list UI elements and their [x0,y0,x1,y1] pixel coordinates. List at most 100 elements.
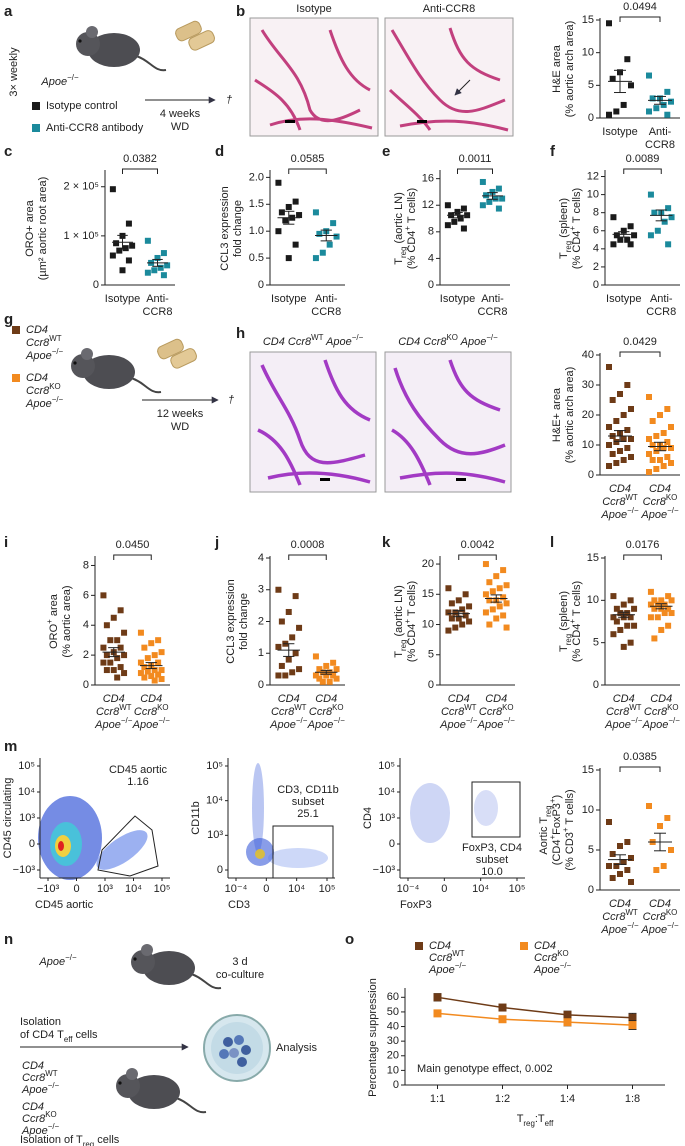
text-run: CCR8 [645,139,675,151]
data-point [653,105,660,112]
label: Ccr8KO [22,1110,57,1125]
data-point [151,667,158,674]
text-run: CD4 [649,483,671,495]
culture-dish [203,1014,271,1082]
legend-label: Apoe−/− [25,395,64,410]
text-run: + [403,619,412,624]
text-run: ORO [48,623,60,649]
y-axis-label: Treg (spleen) [558,591,573,652]
panel-letter: k [382,534,391,551]
x-tick-label: 1:4 [560,1093,575,1105]
data-point [653,867,660,873]
text-run: −/− [668,716,680,725]
data-point [448,600,455,607]
text-run: Anti- [650,293,673,305]
x-tick-label: 0 [263,883,269,895]
y-tick-label: 0 [593,679,599,691]
data-point [498,1015,507,1024]
mouse [130,943,222,990]
data-point [155,637,162,644]
y-tick-label: 5 [428,649,434,661]
y-axis-label: ORO+ area [24,199,36,256]
data-point [296,212,303,219]
text-run: Percentage suppression [367,978,379,1097]
data-point [628,1013,637,1022]
data-point [125,220,132,227]
x-tick-label: 10⁴ [125,883,142,895]
density-blob [96,830,148,870]
y-tick-label: 3 [258,584,264,596]
y-axis-label: (% CD4+ T cells) [568,581,583,662]
text-run: −/− [121,716,133,725]
data-point [110,667,117,674]
y-tick-label: 0 [258,679,264,691]
y-tick-label: 1 [258,647,264,659]
text-run: Isolation of T [20,1134,83,1146]
text-run: reg [399,247,408,258]
y-tick-label: 0 [428,679,434,691]
y-axis-label: (% CD3+ T cells) [561,789,576,870]
y-tick-label: 30 [582,379,594,391]
category-label: CD4 [609,898,631,910]
data-point [657,412,663,418]
text-run: Apoe [439,719,466,731]
category-label: CD4 [650,693,672,705]
text-run: CCR8 [478,306,508,318]
y-tick-label: 20 [422,558,434,570]
data-point [330,672,337,679]
panel-letter: m [4,738,17,755]
text-run: Isotype [606,293,641,305]
text-run: (% CD4 [406,624,418,663]
y-axis-label: (% CD4+ T cells) [403,581,418,662]
category-label: Apoe−/− [94,716,133,731]
data-point [100,592,107,599]
data-point [292,593,299,600]
legend-label: Apoe−/− [25,347,64,362]
rotated-label: Treg (spleen)(% CD4+ T cells) [558,188,583,269]
gate [471,781,521,838]
data-point [158,676,165,683]
text-run: Isolation [20,1016,61,1028]
text-run: Apoe [307,719,334,731]
x-tick-label: 1:2 [495,1093,510,1105]
rotated-label: Aortic Treg(CD4+FoxP3+)(% CD3+ T cells) [538,789,576,870]
data-point [319,249,326,256]
data-point [116,247,123,254]
y-axis-label: (% aortic arch area) [564,21,576,118]
data-point [628,436,634,442]
data-point [613,439,620,445]
data-point [610,593,617,600]
text-run: Apoe [21,1084,48,1096]
legend-label: Isotype control [46,100,118,112]
data-point [312,209,319,216]
text-run: + [403,226,412,231]
data-point [121,629,128,636]
image-title: Isotype [296,3,331,15]
frequency-label: 3× weekly [8,47,20,97]
data-point [119,267,126,274]
text-run: CD4 [609,898,631,910]
data-point [658,597,665,604]
data-point [503,600,510,607]
y-tick-label: 50 [387,1006,399,1018]
data-point [125,257,132,264]
text-run: −/− [466,716,478,725]
data-point [144,668,151,675]
data-point [651,635,658,642]
y-tick-label: −10³ [13,864,36,876]
label: CD4 [22,1101,44,1113]
data-point [646,469,652,475]
data-point [654,614,661,621]
text-run: Apoe [458,336,486,348]
data-point [500,612,507,619]
text-run: −/− [486,333,498,342]
label: Apoe−/− [21,1081,60,1096]
y-tick-label: 1 × 10⁵ [64,230,99,242]
y-axis-label: CD45 circulating [2,778,14,859]
image-title: Anti-CCR8 [423,3,476,15]
text-run: Apoe [640,509,667,521]
data-point [613,418,620,424]
y-axis-label: (% CD4+ T cells) [568,188,583,269]
data-point [609,397,616,403]
data-point [316,230,323,237]
